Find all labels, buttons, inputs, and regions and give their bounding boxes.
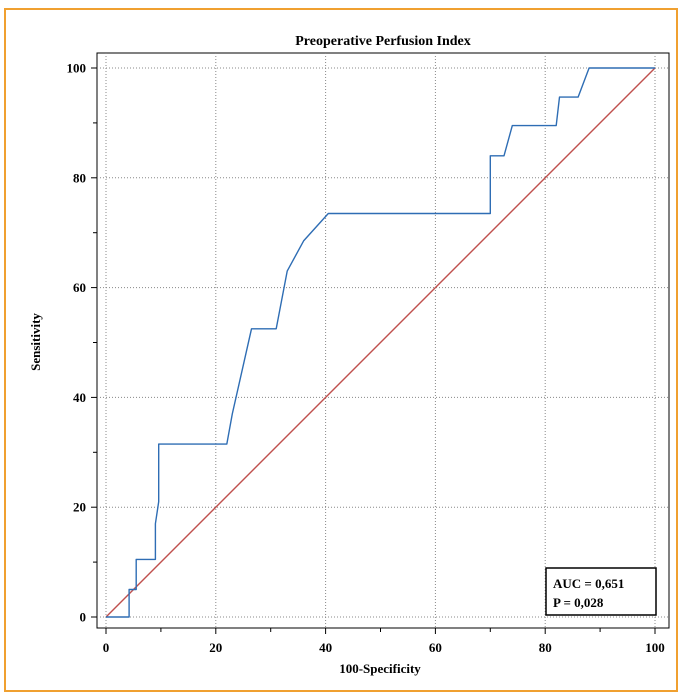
y-tick-label: 80 bbox=[73, 170, 86, 185]
auc-value: AUC = 0,651 bbox=[553, 576, 624, 591]
x-tick-label: 0 bbox=[103, 640, 110, 655]
y-tick-label: 20 bbox=[73, 500, 86, 515]
x-tick-label: 40 bbox=[319, 640, 332, 655]
y-tick-label: 40 bbox=[73, 390, 86, 405]
x-axis-label: 100-Specificity bbox=[339, 661, 421, 676]
y-tick-label: 60 bbox=[73, 280, 86, 295]
x-axis: 0 20 40 60 80 100 bbox=[103, 628, 665, 655]
auc-box bbox=[545, 567, 657, 616]
series-layer bbox=[105, 67, 656, 618]
y-axis: 0 20 40 60 80 100 bbox=[67, 61, 97, 625]
chart-title: Preoperative Perfusion Index bbox=[295, 34, 471, 49]
roc-curve-line bbox=[106, 67, 655, 618]
y-tick-label: 0 bbox=[80, 610, 87, 625]
grid-lines bbox=[97, 53, 669, 628]
x-tick-label: 80 bbox=[539, 640, 552, 655]
y-axis-label: Sensitivity bbox=[28, 313, 43, 371]
x-tick-label: 20 bbox=[209, 640, 222, 655]
y-tick-label: 100 bbox=[67, 61, 87, 76]
x-tick-label: 60 bbox=[429, 640, 442, 655]
p-value: P = 0,028 bbox=[553, 595, 604, 610]
reference-diagonal-line bbox=[105, 67, 656, 618]
plot-area bbox=[96, 52, 670, 629]
x-tick-label: 100 bbox=[645, 640, 665, 655]
